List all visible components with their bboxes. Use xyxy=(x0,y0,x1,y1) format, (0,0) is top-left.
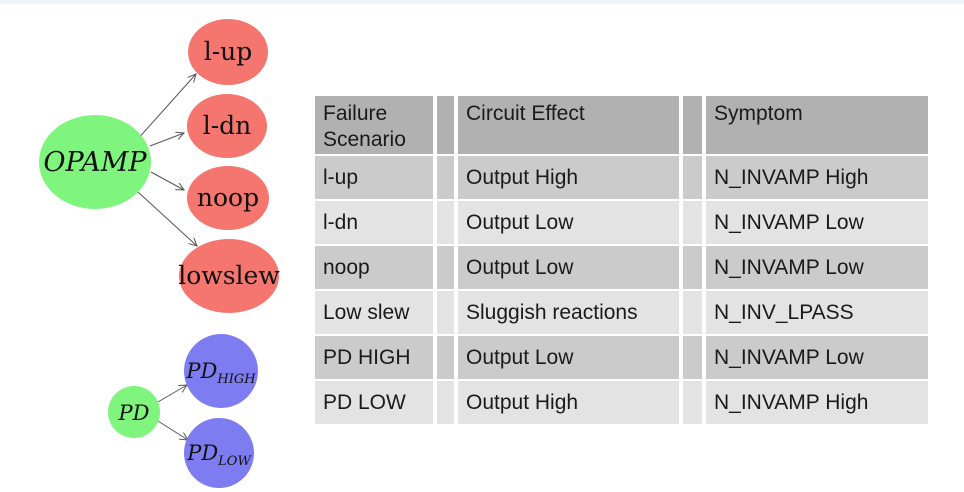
edge-opamp-noop xyxy=(150,171,184,190)
node-l-dn xyxy=(187,94,267,158)
row-spacer xyxy=(437,246,454,289)
node-pdhigh-label: PDHIGH xyxy=(185,359,256,387)
table-cell-scenario: PD LOW xyxy=(315,381,433,424)
failure-mode-diagram: OPAMP l-up l-dn noop lowslew PD PDHIGH P… xyxy=(39,19,280,488)
table-cell-scenario: noop xyxy=(315,246,433,289)
table-cell-symptom: N_INVAMP Low xyxy=(706,336,928,379)
node-pdlow xyxy=(184,418,254,488)
row-spacer xyxy=(437,201,454,244)
table-cell-effect: Output Low xyxy=(458,246,679,289)
node-pdhigh xyxy=(184,334,258,408)
row-spacer xyxy=(437,381,454,424)
node-lowslew xyxy=(179,239,279,313)
table-cell-symptom: N_INVAMP High xyxy=(706,381,928,424)
node-opamp-label: OPAMP xyxy=(43,147,147,178)
node-noop-label: noop xyxy=(197,183,259,212)
table-cell-symptom: N_INVAMP Low xyxy=(706,201,928,244)
table-cell-symptom: N_INVAMP Low xyxy=(706,246,928,289)
table-cell-effect: Output Low xyxy=(458,336,679,379)
row-spacer xyxy=(683,291,702,334)
row-spacer xyxy=(683,201,702,244)
table-cell-symptom: N_INVAMP High xyxy=(706,156,928,199)
node-l-up-label: l-up xyxy=(204,37,253,66)
row-spacer xyxy=(683,246,702,289)
table-cell-scenario: PD HIGH xyxy=(315,336,433,379)
table-cell-effect: Output Low xyxy=(458,201,679,244)
node-pdlow-label: PDLOW xyxy=(186,441,252,469)
node-pd-label: PD xyxy=(118,401,150,425)
node-opamp xyxy=(39,115,151,209)
node-noop xyxy=(187,166,269,230)
table-cell-scenario: l-up xyxy=(315,156,433,199)
header-spacer xyxy=(683,96,702,154)
node-pd xyxy=(108,386,160,438)
node-l-dn-label: l-dn xyxy=(203,111,252,140)
col-header-symptom: Symptom xyxy=(706,96,928,154)
row-spacer xyxy=(437,156,454,199)
top-strip xyxy=(0,0,964,4)
failure-symptom-table: Failure Scenario Circuit Effect Symptom … xyxy=(315,96,928,424)
edge-opamp-lowslew xyxy=(137,191,197,246)
row-spacer xyxy=(683,336,702,379)
table-cell-scenario: Low slew xyxy=(315,291,433,334)
table-cell-effect: Output High xyxy=(458,381,679,424)
table-cell-effect: Output High xyxy=(458,156,679,199)
edge-opamp-l-dn xyxy=(149,133,184,147)
header-spacer xyxy=(437,96,454,154)
node-l-up xyxy=(188,19,268,85)
row-spacer xyxy=(437,291,454,334)
row-spacer xyxy=(683,156,702,199)
edge-pd-pdhigh xyxy=(157,385,187,403)
table-cell-effect: Sluggish reactions xyxy=(458,291,679,334)
edge-pd-pdlow xyxy=(157,420,188,440)
edge-opamp-l-up xyxy=(135,74,196,142)
table-cell-symptom: N_INV_LPASS xyxy=(706,291,928,334)
table-cell-scenario: l-dn xyxy=(315,201,433,244)
col-header-failure-scenario: Failure Scenario xyxy=(315,96,433,154)
node-lowslew-label: lowslew xyxy=(178,261,280,290)
row-spacer xyxy=(437,336,454,379)
col-header-circuit-effect: Circuit Effect xyxy=(458,96,679,154)
row-spacer xyxy=(683,381,702,424)
